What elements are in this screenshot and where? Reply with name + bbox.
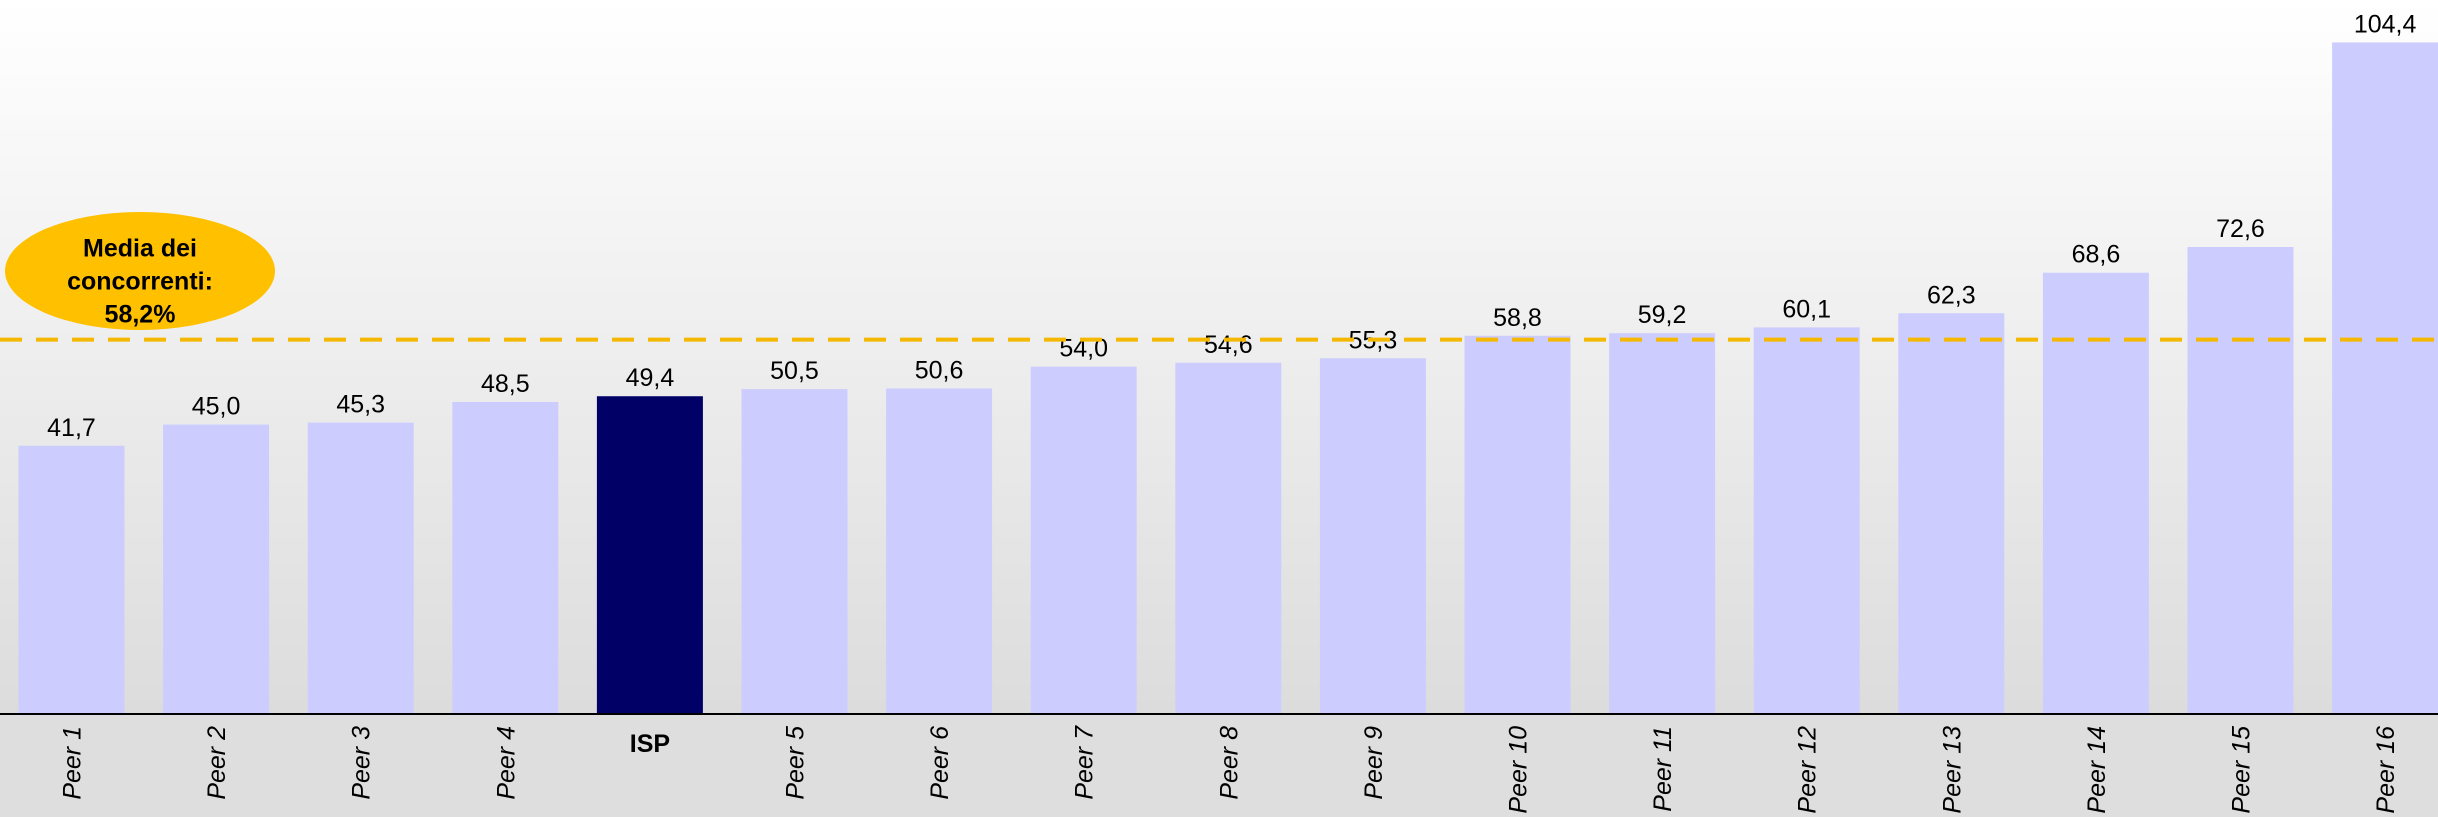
- annotation-text: Media dei: [83, 235, 197, 263]
- bar: [1609, 333, 1716, 714]
- annotation-bubble: [5, 212, 275, 330]
- x-tick-label: Peer 10: [1505, 726, 1533, 814]
- value-label: 62,3: [1927, 281, 1976, 309]
- bar: [18, 445, 125, 714]
- x-tick-label: Peer 4: [492, 726, 520, 800]
- value-label: 45,0: [192, 393, 241, 421]
- value-label: 58,8: [1493, 304, 1542, 332]
- bar: [452, 402, 559, 714]
- x-tick-label: Peer 2: [203, 726, 231, 800]
- value-label: 49,4: [626, 364, 675, 392]
- value-label: 59,2: [1638, 301, 1687, 329]
- annotation-text: concorrenti:: [67, 268, 213, 296]
- x-tick-label: Peer 1: [59, 726, 87, 800]
- x-tick-label: Peer 6: [926, 726, 954, 800]
- x-tick-label: Peer 8: [1215, 726, 1243, 800]
- x-tick-label: Peer 7: [1071, 725, 1099, 800]
- value-label: 50,5: [770, 357, 819, 385]
- bar: [163, 424, 270, 714]
- x-tick-label: Peer 12: [1794, 726, 1822, 814]
- bar: [741, 389, 848, 714]
- x-tick-label: Peer 9: [1360, 726, 1388, 800]
- bar: [886, 388, 993, 714]
- value-label: 68,6: [2072, 241, 2121, 269]
- x-tick-label: Peer 14: [2083, 726, 2111, 814]
- value-label: 50,6: [915, 357, 964, 385]
- x-tick-label: Peer 15: [2228, 726, 2256, 814]
- value-label: 48,5: [481, 370, 530, 398]
- value-label: 41,7: [47, 414, 96, 442]
- x-tick-label: Peer 16: [2372, 726, 2400, 814]
- x-tick-label: Peer 11: [1649, 726, 1677, 812]
- bar: [1319, 358, 1426, 714]
- x-tick-label: Peer 5: [782, 726, 810, 800]
- axis-background: [0, 714, 2438, 817]
- bar: [2187, 247, 2294, 714]
- value-label: 54,6: [1204, 331, 1253, 359]
- bar: [307, 422, 414, 714]
- annotation-text: 58,2%: [105, 301, 176, 329]
- bar: [1464, 335, 1571, 714]
- value-label: 45,3: [336, 391, 385, 419]
- x-tick-label: Peer 3: [348, 726, 376, 800]
- bar: [1753, 327, 1860, 714]
- bar: [1898, 313, 2005, 714]
- value-label: 72,6: [2216, 215, 2265, 243]
- value-label: 60,1: [1782, 295, 1831, 323]
- x-tick-label: ISP: [630, 730, 670, 758]
- bar: [1030, 366, 1137, 714]
- bar: [2042, 272, 2149, 714]
- bar: [1175, 362, 1282, 714]
- value-label: 104,4: [2354, 10, 2417, 38]
- x-tick-label: Peer 13: [1938, 726, 1966, 814]
- bar: [596, 396, 703, 714]
- bar: [2332, 42, 2438, 715]
